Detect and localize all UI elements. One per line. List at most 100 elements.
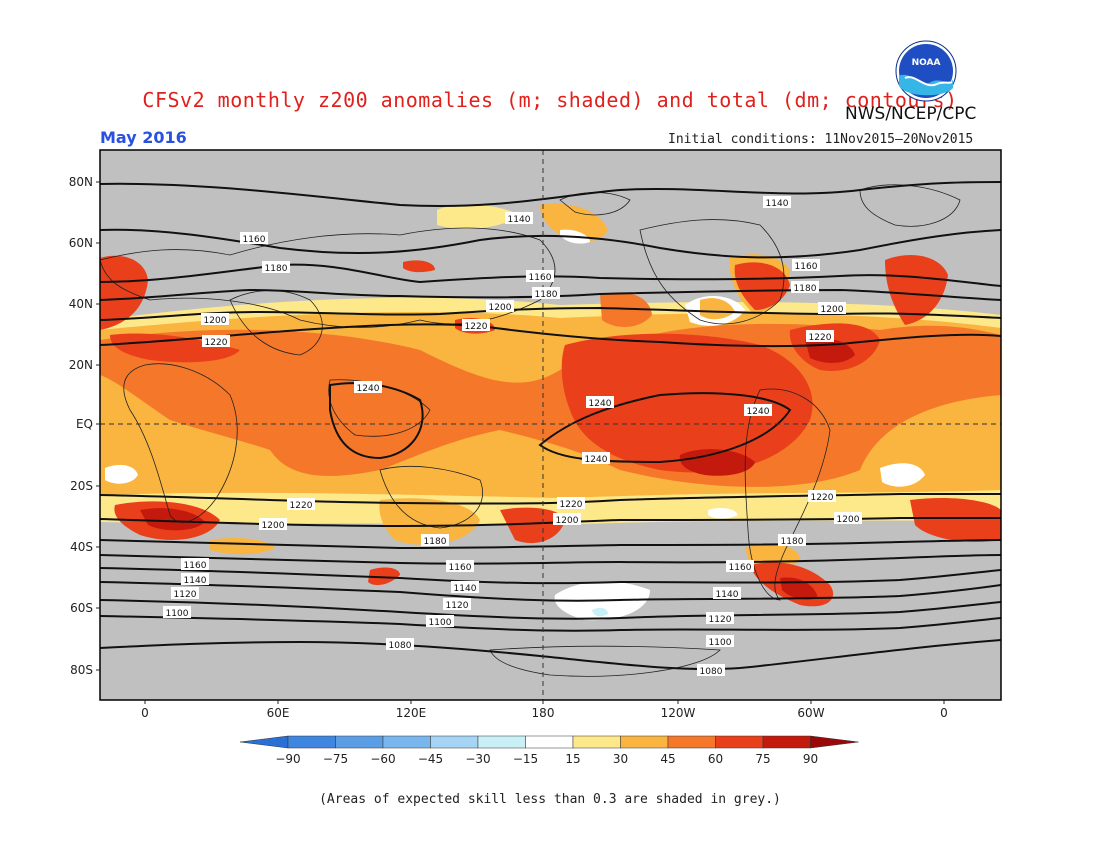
contour-label-box <box>526 270 554 282</box>
colorbar-swatch <box>572 735 621 749</box>
contour-label-box <box>201 313 229 325</box>
lon-label: 120E <box>396 706 427 720</box>
contour-label: 1160 <box>729 563 752 573</box>
contour-label-box <box>505 212 533 224</box>
contour-label: 1100 <box>166 609 189 619</box>
lon-label: 60W <box>797 706 824 720</box>
lon-label: 120W <box>661 706 696 720</box>
colorbar-tick-label: 75 <box>755 752 770 766</box>
colorbar-swatch <box>335 735 384 749</box>
noaa-logo-icon: NOAA <box>895 40 957 102</box>
contour-label: 1200 <box>489 303 512 313</box>
contour-label-box <box>446 560 474 572</box>
height-contour-line <box>100 567 1001 585</box>
height-contour-line <box>100 539 1001 550</box>
lat-label: 80S <box>70 663 93 677</box>
contour-label: 1200 <box>556 516 579 526</box>
contour-label-box <box>202 335 230 347</box>
colorbar-right-arrow <box>810 735 859 749</box>
height-contour-line <box>100 581 1001 602</box>
contour-label-box <box>834 512 862 524</box>
contour-label: 1080 <box>389 641 412 651</box>
height-contour-line <box>100 288 1001 301</box>
colorbar-tick-label: 45 <box>660 752 675 766</box>
lon-label: 0 <box>141 706 149 720</box>
contour-label-box <box>706 612 734 624</box>
contour-label: 1240 <box>747 407 770 417</box>
height-contour-line <box>100 306 1001 321</box>
colorbar-tick-label: −90 <box>275 752 300 766</box>
contour-label: 1140 <box>508 215 531 225</box>
contour-label: 1200 <box>821 305 844 315</box>
colorbar-tick-labels: −90 −75 −60 −45 −30 −15 15 30 45 60 75 90 <box>275 752 818 766</box>
colorbar-tick-label: −30 <box>465 752 490 766</box>
initial-conditions: Initial conditions: 11Nov2015–20Nov2015 <box>668 132 974 147</box>
contour-label-box <box>818 302 846 314</box>
contour-label: 1160 <box>243 235 266 245</box>
colorbar-tick-label: −75 <box>323 752 348 766</box>
colorbar-tick-label: −60 <box>370 752 395 766</box>
contour-label: 1180 <box>535 290 558 300</box>
lat-label: 20N <box>69 358 93 372</box>
lat-label: 80N <box>69 175 93 189</box>
contour-label: 1220 <box>809 333 832 343</box>
colorbar-swatch <box>620 735 669 749</box>
contour-label: 1180 <box>794 284 817 294</box>
colorbar-tick-label: 60 <box>708 752 723 766</box>
contour-labels: 1140 1140 1160 1160 1160 1180 1180 1180 1200 1200… <box>163 196 862 677</box>
contour-label-box <box>462 319 490 331</box>
longitude-labels: 0 60E 120E 180 120W 60W 0 <box>141 700 948 720</box>
lat-label: 40S <box>70 540 93 554</box>
contour-label-box <box>808 490 836 502</box>
contour-label-box <box>713 587 741 599</box>
contour-label-box <box>697 664 725 676</box>
contour-label-box <box>262 261 290 273</box>
contour-label-box <box>386 638 414 650</box>
contour-label-box <box>171 587 199 599</box>
contour-label-box <box>163 606 191 618</box>
contour-label: 1160 <box>449 563 472 573</box>
contour-label: 1220 <box>290 501 313 511</box>
colorbar-swatch <box>430 735 479 749</box>
colorbar-tick-label: 30 <box>613 752 628 766</box>
lon-label: 0 <box>940 706 948 720</box>
contour-label: 1220 <box>560 500 583 510</box>
contour-label: 1220 <box>205 338 228 348</box>
contour-label: 1180 <box>781 537 804 547</box>
lat-label: 20S <box>70 479 93 493</box>
lon-label: 180 <box>532 706 555 720</box>
contour-label: 1120 <box>446 601 469 611</box>
lon-label: 60E <box>267 706 290 720</box>
colorbar-swatch <box>667 735 716 749</box>
contour-label: 1220 <box>811 493 834 503</box>
contour-label: 1140 <box>454 584 477 594</box>
height-contour-line <box>100 599 1001 620</box>
contour-label: 1200 <box>262 521 285 531</box>
contour-label-box <box>744 404 772 416</box>
contour-label-box <box>806 330 834 342</box>
contour-label-box <box>443 598 471 610</box>
contour-label-box <box>586 396 614 408</box>
colorbar-tick-label: −15 <box>513 752 538 766</box>
contour-label-box <box>421 534 449 546</box>
contour-label-box <box>181 573 209 585</box>
colorbar-swatch <box>287 735 336 749</box>
forecast-month: May 2016 <box>100 128 187 147</box>
contour-label-box <box>259 518 287 530</box>
colorbar-swatch <box>525 735 574 749</box>
colorbar <box>239 735 859 749</box>
colorbar-swatch <box>762 735 811 749</box>
contour-label: 1160 <box>184 561 207 571</box>
height-contour-line <box>100 323 1001 348</box>
contour-label-box <box>532 287 560 299</box>
contour-label-box <box>791 281 819 293</box>
contour-label: 1160 <box>795 262 818 272</box>
coastlines <box>100 184 961 677</box>
contour-label: 1080 <box>700 667 723 677</box>
contour-label-box <box>486 300 514 312</box>
height-contour-line <box>100 492 1001 505</box>
contour-label-box <box>181 558 209 570</box>
height-contour-line <box>100 639 1001 671</box>
contour-label: 1180 <box>424 537 447 547</box>
contour-label-box <box>553 513 581 525</box>
